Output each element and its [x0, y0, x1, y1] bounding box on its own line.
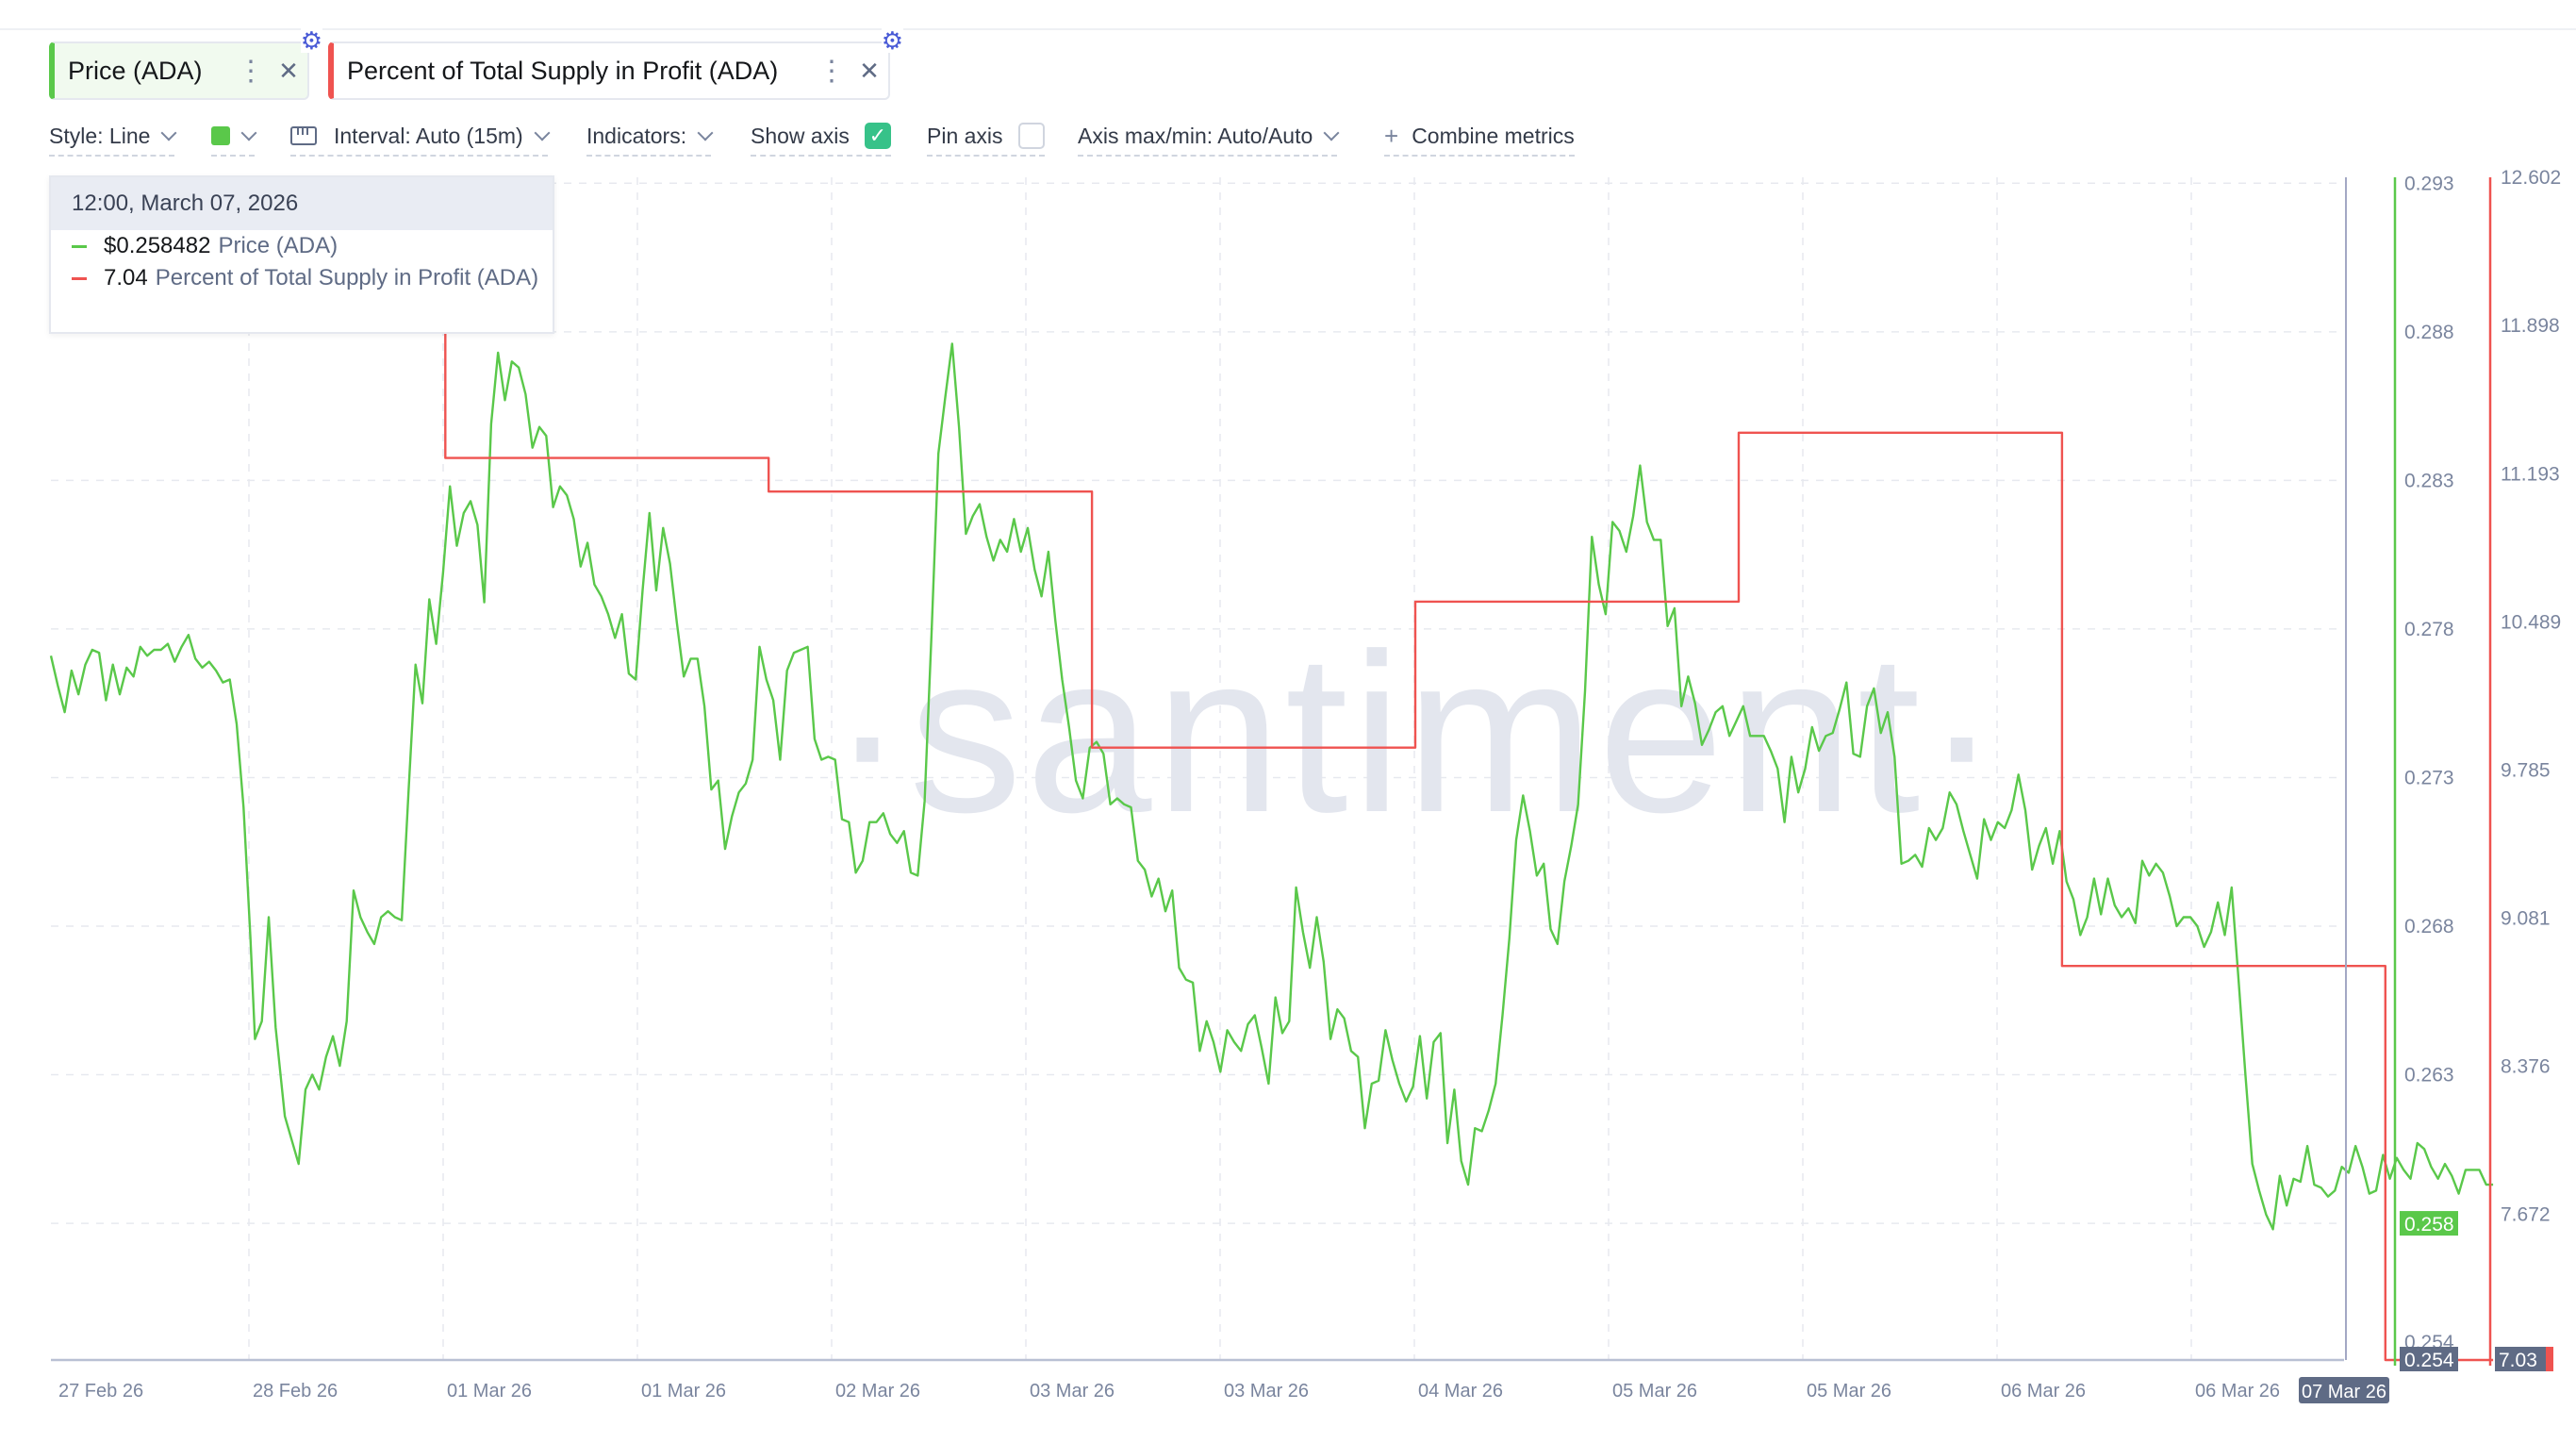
- y-tick-label-right: 11.193: [2501, 463, 2560, 485]
- pin-axis-label: Pin axis: [927, 123, 1003, 148]
- y-tick-label-left: 0.263: [2404, 1065, 2454, 1086]
- tooltip-row-price: $0.258482 Price (ADA): [51, 230, 553, 262]
- x-tick-label: 06 Mar 26: [2001, 1381, 2086, 1402]
- indicators-dropdown[interactable]: Indicators:: [586, 117, 714, 157]
- style-dropdown[interactable]: Style: Line: [49, 117, 177, 157]
- x-tick-label: 28 Feb 26: [253, 1381, 338, 1402]
- y-tick-label-right: 9.081: [2501, 907, 2551, 929]
- chart-toolbar: Style: Line Interval: Auto (15m) Indicat…: [0, 117, 2576, 158]
- axis-min-left: 0.254: [2404, 1350, 2454, 1371]
- y-tick-label-left: 0.278: [2404, 619, 2454, 640]
- x-tick-label: 02 Mar 26: [835, 1381, 920, 1402]
- plus-icon: +: [1384, 121, 1399, 150]
- x-tick-label: 06 Mar 26: [2195, 1381, 2280, 1402]
- x-tick-label: 04 Mar 26: [1418, 1381, 1503, 1402]
- interval-dropdown[interactable]: Interval: Auto (15m): [290, 117, 551, 157]
- indicators-label: Indicators:: [586, 123, 687, 148]
- tooltip-series-name: Percent of Total Supply in Profit (ADA): [155, 265, 539, 290]
- x-tick-label: 05 Mar 26: [1612, 1381, 1697, 1402]
- y-tick-label-right: 9.785: [2501, 759, 2551, 781]
- x-tick-label: 01 Mar 26: [447, 1381, 532, 1402]
- y-tick-label-left: 0.268: [2404, 916, 2454, 937]
- show-axis-checkbox[interactable]: ✓: [864, 123, 891, 149]
- pin-axis-checkbox[interactable]: [1017, 123, 1045, 149]
- top-divider: [0, 28, 2576, 30]
- y-tick-label-right: 7.672: [2501, 1204, 2551, 1226]
- more-options-icon[interactable]: ⋮: [237, 55, 265, 87]
- metric-tab-label: Percent of Total Supply in Profit (ADA): [347, 56, 779, 85]
- metric-tab-price[interactable]: Price (ADA) ⋮ ✕ ⚙: [49, 28, 322, 100]
- show-axis-label: Show axis: [751, 123, 850, 148]
- current-value-right: 7.03: [2499, 1350, 2537, 1371]
- chart-tooltip: 12:00, March 07, 2026 $0.258482 Price (A…: [49, 175, 554, 334]
- chart-axes: 0.293 0.288 0.283 0.278 0.273 0.268 0.263 0.258…: [51, 167, 2561, 1403]
- y-tick-label-left: 0.288: [2404, 322, 2454, 343]
- y-tick-label-right: 8.376: [2501, 1056, 2551, 1078]
- tooltip-series-name: Price (ADA): [218, 233, 339, 258]
- more-options-icon[interactable]: ⋮: [817, 55, 846, 87]
- series-marker-price: [72, 244, 87, 248]
- x-tick-label: 03 Mar 26: [1224, 1381, 1309, 1402]
- y-tick-label-right: 12.602: [2501, 167, 2561, 189]
- y-tick-label-left: 0.273: [2404, 767, 2454, 788]
- combine-metrics-label: Combine metrics: [1412, 123, 1575, 148]
- supply-in-profit-line: [444, 288, 2494, 1362]
- color-swatch: [211, 126, 230, 145]
- tooltip-row-supply: 7.04 Percent of Total Supply in Profit (…: [51, 262, 553, 294]
- tooltip-header: 12:00, March 07, 2026: [51, 177, 553, 230]
- pin-axis-toggle[interactable]: Pin axis: [927, 117, 1045, 157]
- interval-label: Interval: Auto (15m): [334, 123, 523, 148]
- x-tick-label: 03 Mar 26: [1030, 1381, 1115, 1402]
- calendar-icon: [290, 126, 317, 145]
- axis-maxmin-label: Axis max/min: Auto/Auto: [1078, 123, 1313, 148]
- current-value-left: 0.258: [2404, 1214, 2454, 1236]
- settings-gear-icon[interactable]: ⚙: [300, 26, 322, 55]
- style-label: Style: Line: [49, 123, 151, 148]
- metric-tab-label: Price (ADA): [68, 56, 203, 85]
- show-axis-toggle[interactable]: Show axis ✓: [751, 117, 891, 157]
- x-tick-label: 27 Feb 26: [58, 1381, 143, 1402]
- close-icon[interactable]: ✕: [278, 56, 299, 85]
- metric-tab-supply-in-profit[interactable]: Percent of Total Supply in Profit (ADA) …: [328, 28, 903, 100]
- x-tick-label: 05 Mar 26: [1807, 1381, 1891, 1402]
- combine-metrics-button[interactable]: + Combine metrics: [1384, 117, 1575, 157]
- chart-grid: [51, 177, 2344, 1360]
- axis-maxmin-dropdown[interactable]: Axis max/min: Auto/Auto: [1078, 117, 1340, 157]
- close-icon[interactable]: ✕: [859, 56, 880, 85]
- series-marker-supply: [72, 276, 87, 280]
- y-tick-label-right: 10.489: [2501, 611, 2561, 633]
- settings-gear-icon[interactable]: ⚙: [881, 26, 903, 55]
- axis-min-badge-left: [2400, 1347, 2458, 1371]
- chart-series: [49, 288, 2494, 1362]
- x-tick-label-highlight: 07 Mar 26: [2302, 1382, 2386, 1402]
- x-tick-label: 01 Mar 26: [641, 1381, 726, 1402]
- current-value-badge-right-accent: [2546, 1347, 2553, 1371]
- y-tick-label-left: 0.293: [2404, 173, 2454, 194]
- tooltip-value: 7.04: [104, 265, 148, 290]
- current-value-badge-right: [2495, 1347, 2551, 1371]
- tooltip-value: $0.258482: [104, 233, 211, 258]
- y-tick-label-left: 0.283: [2404, 470, 2454, 491]
- color-dropdown[interactable]: [211, 117, 257, 157]
- y-tick-label-right: 11.898: [2501, 315, 2560, 337]
- current-value-badge-left: [2400, 1211, 2458, 1236]
- x-tick-highlight: [2299, 1377, 2389, 1403]
- price-line: [49, 342, 2494, 1231]
